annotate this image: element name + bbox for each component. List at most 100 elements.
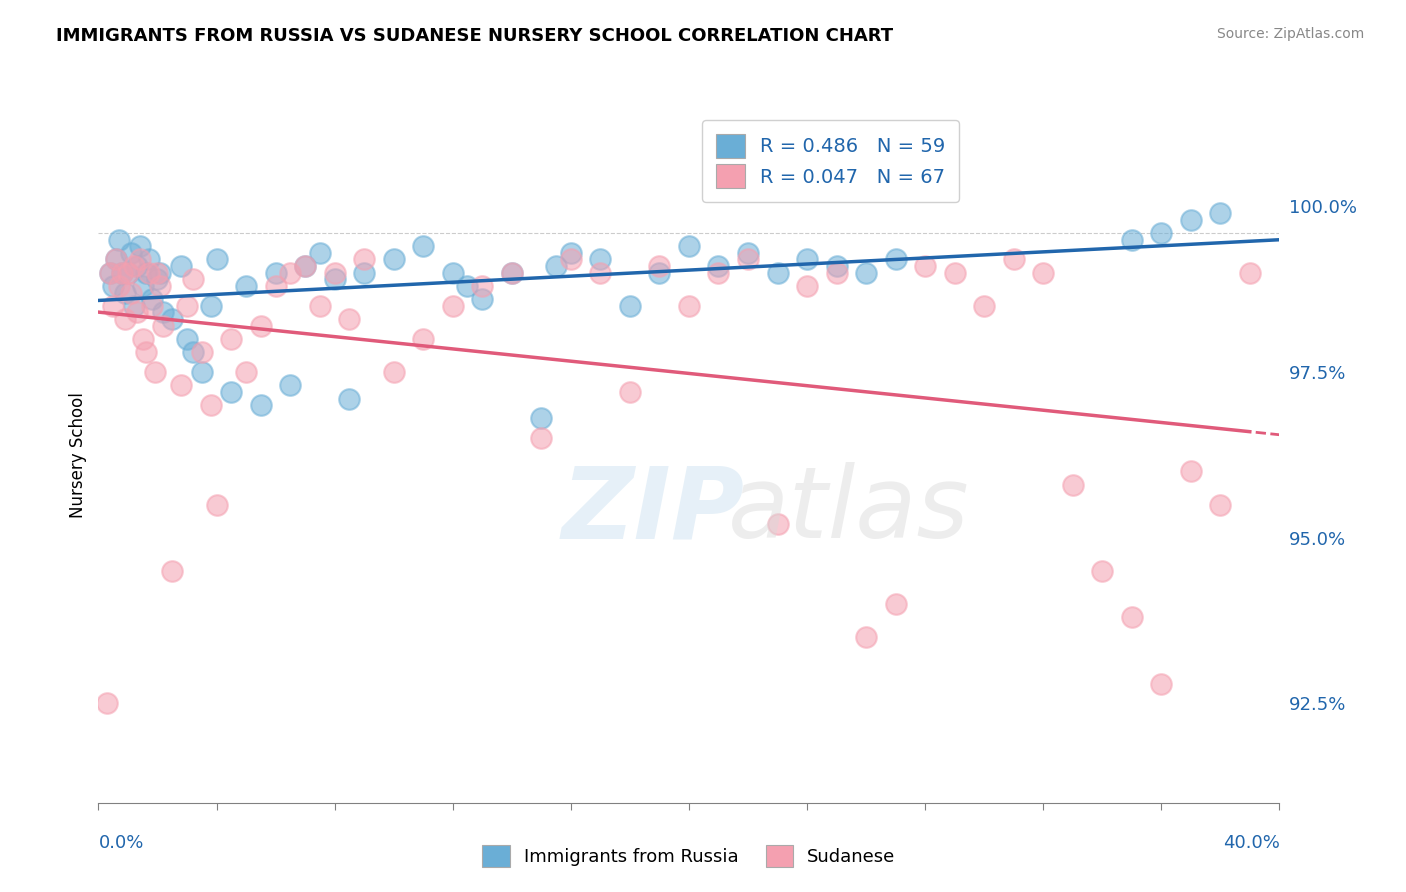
Point [250,398,273,412]
Point [796,252,818,267]
Point [181,345,204,359]
Point [309,299,332,313]
Point [825,259,848,273]
Point [122,299,145,313]
Point [250,318,273,333]
Point [648,259,671,273]
Point [560,245,582,260]
Point [1180,212,1202,227]
Point [678,239,700,253]
Point [98,266,121,280]
Point [973,299,995,313]
Point [294,259,316,273]
Point [120,285,142,300]
Point [323,272,346,286]
Point [309,245,332,260]
Point [619,384,641,399]
Point [737,252,759,267]
Point [108,279,131,293]
Point [132,279,155,293]
Text: Source: ZipAtlas.com: Source: ZipAtlas.com [1216,27,1364,41]
Point [323,266,346,280]
Point [114,312,136,326]
Point [914,259,936,273]
Point [294,259,316,273]
Point [278,378,302,392]
Point [1091,564,1114,578]
Point [125,305,148,319]
Point [943,266,966,280]
Point [1121,233,1143,247]
Point [200,398,222,412]
Point [117,266,139,280]
Point [278,266,302,280]
Point [707,259,730,273]
Point [855,266,877,280]
Point [1002,252,1025,267]
Point [191,345,214,359]
Point [825,266,848,280]
Point [143,365,166,379]
Point [560,252,582,267]
Point [149,266,172,280]
Point [589,252,612,267]
Point [884,597,907,611]
Point [441,299,464,313]
Point [138,266,160,280]
Point [105,252,128,267]
Text: 0.0%: 0.0% [98,834,143,852]
Point [353,252,375,267]
Point [219,384,243,399]
Point [128,252,150,267]
Point [219,332,243,346]
Point [382,365,405,379]
Text: IMMIGRANTS FROM RUSSIA VS SUDANESE NURSERY SCHOOL CORRELATION CHART: IMMIGRANTS FROM RUSSIA VS SUDANESE NURSE… [56,27,893,45]
Text: atlas: atlas [727,462,969,559]
Point [412,239,434,253]
Point [619,299,641,313]
Point [471,279,494,293]
Legend: Immigrants from Russia, Sudanese: Immigrants from Russia, Sudanese [475,838,903,874]
Point [103,279,125,293]
Point [103,299,125,313]
Point [530,411,553,425]
Point [138,252,160,267]
Point [884,252,907,267]
Point [1032,266,1054,280]
Point [141,292,163,306]
Point [264,279,287,293]
Point [108,233,131,247]
Point [264,266,287,280]
Point [205,252,228,267]
Point [162,564,183,578]
Point [1150,676,1173,690]
Point [152,318,174,333]
Point [135,345,157,359]
Point [105,252,128,267]
Point [382,252,405,267]
Point [132,332,155,346]
Point [337,392,360,406]
Point [530,431,553,445]
Point [176,299,198,313]
Point [128,239,150,253]
Point [152,305,174,319]
Point [707,266,730,280]
Point [1121,610,1143,624]
Point [125,259,148,273]
Point [135,266,157,280]
Point [111,266,134,280]
Point [235,279,257,293]
Text: 40.0%: 40.0% [1223,834,1279,852]
Point [589,266,612,280]
Point [117,266,139,280]
Text: ZIP: ZIP [562,462,745,559]
Point [114,285,136,300]
Point [441,266,464,280]
Point [149,279,172,293]
Point [98,266,121,280]
Point [353,266,375,280]
Point [162,312,183,326]
Point [1062,477,1084,491]
Point [678,299,700,313]
